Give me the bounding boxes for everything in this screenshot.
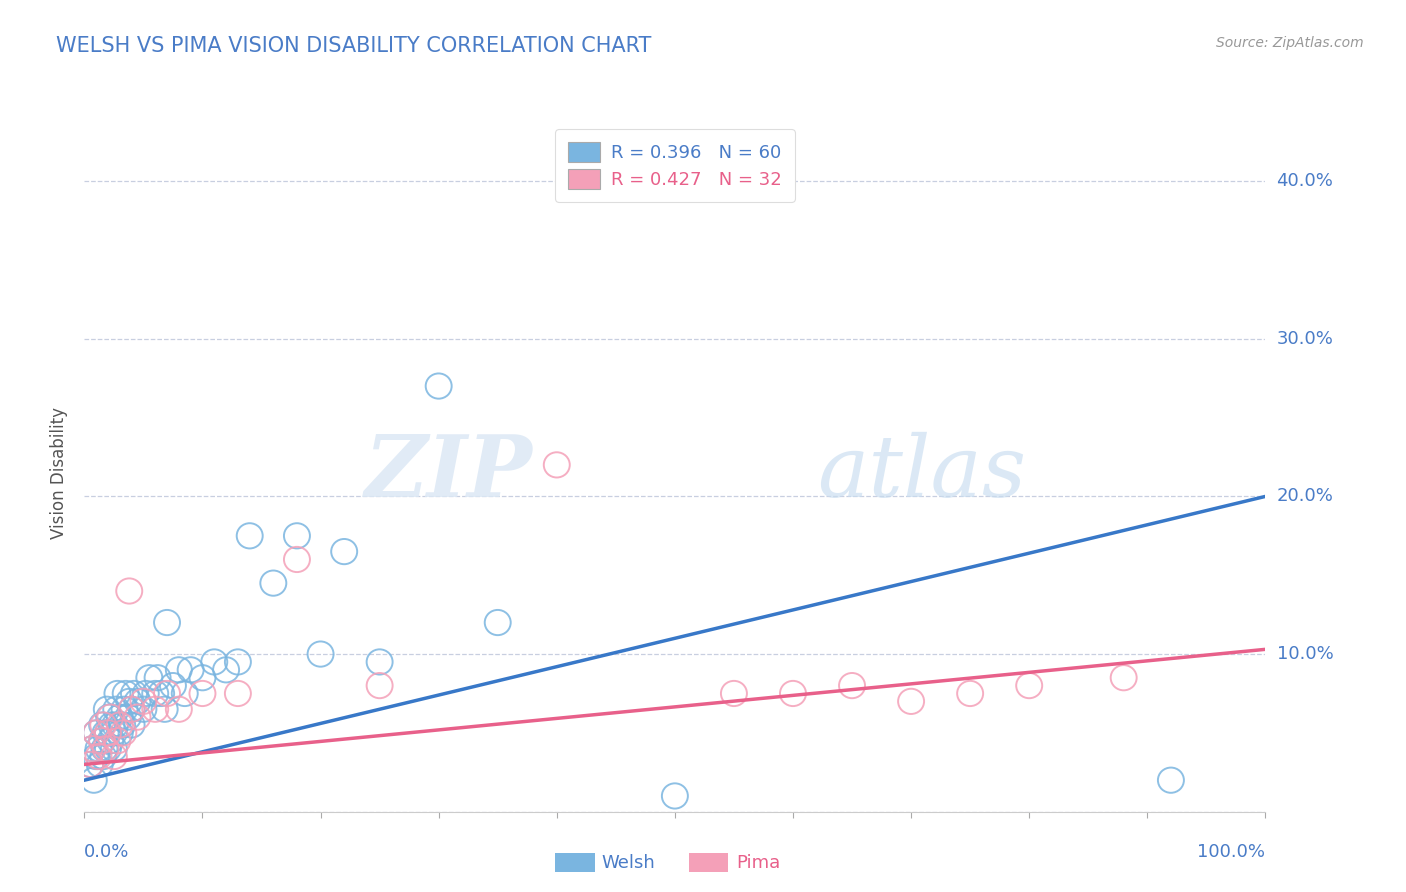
Text: ZIP: ZIP	[366, 431, 533, 515]
Text: 20.0%: 20.0%	[1277, 487, 1333, 506]
Text: 40.0%: 40.0%	[1277, 172, 1333, 190]
Text: WELSH VS PIMA VISION DISABILITY CORRELATION CHART: WELSH VS PIMA VISION DISABILITY CORRELAT…	[56, 36, 651, 55]
Text: atlas: atlas	[817, 432, 1026, 514]
Text: 10.0%: 10.0%	[1277, 645, 1333, 663]
Y-axis label: Vision Disability: Vision Disability	[51, 407, 69, 539]
Legend: R = 0.396   N = 60, R = 0.427   N = 32: R = 0.396 N = 60, R = 0.427 N = 32	[555, 129, 794, 202]
Text: Source: ZipAtlas.com: Source: ZipAtlas.com	[1216, 36, 1364, 50]
Text: Welsh: Welsh	[602, 854, 655, 871]
Text: 100.0%: 100.0%	[1198, 843, 1265, 861]
Text: 30.0%: 30.0%	[1277, 330, 1333, 348]
Text: Pima: Pima	[737, 854, 780, 871]
Text: 0.0%: 0.0%	[84, 843, 129, 861]
